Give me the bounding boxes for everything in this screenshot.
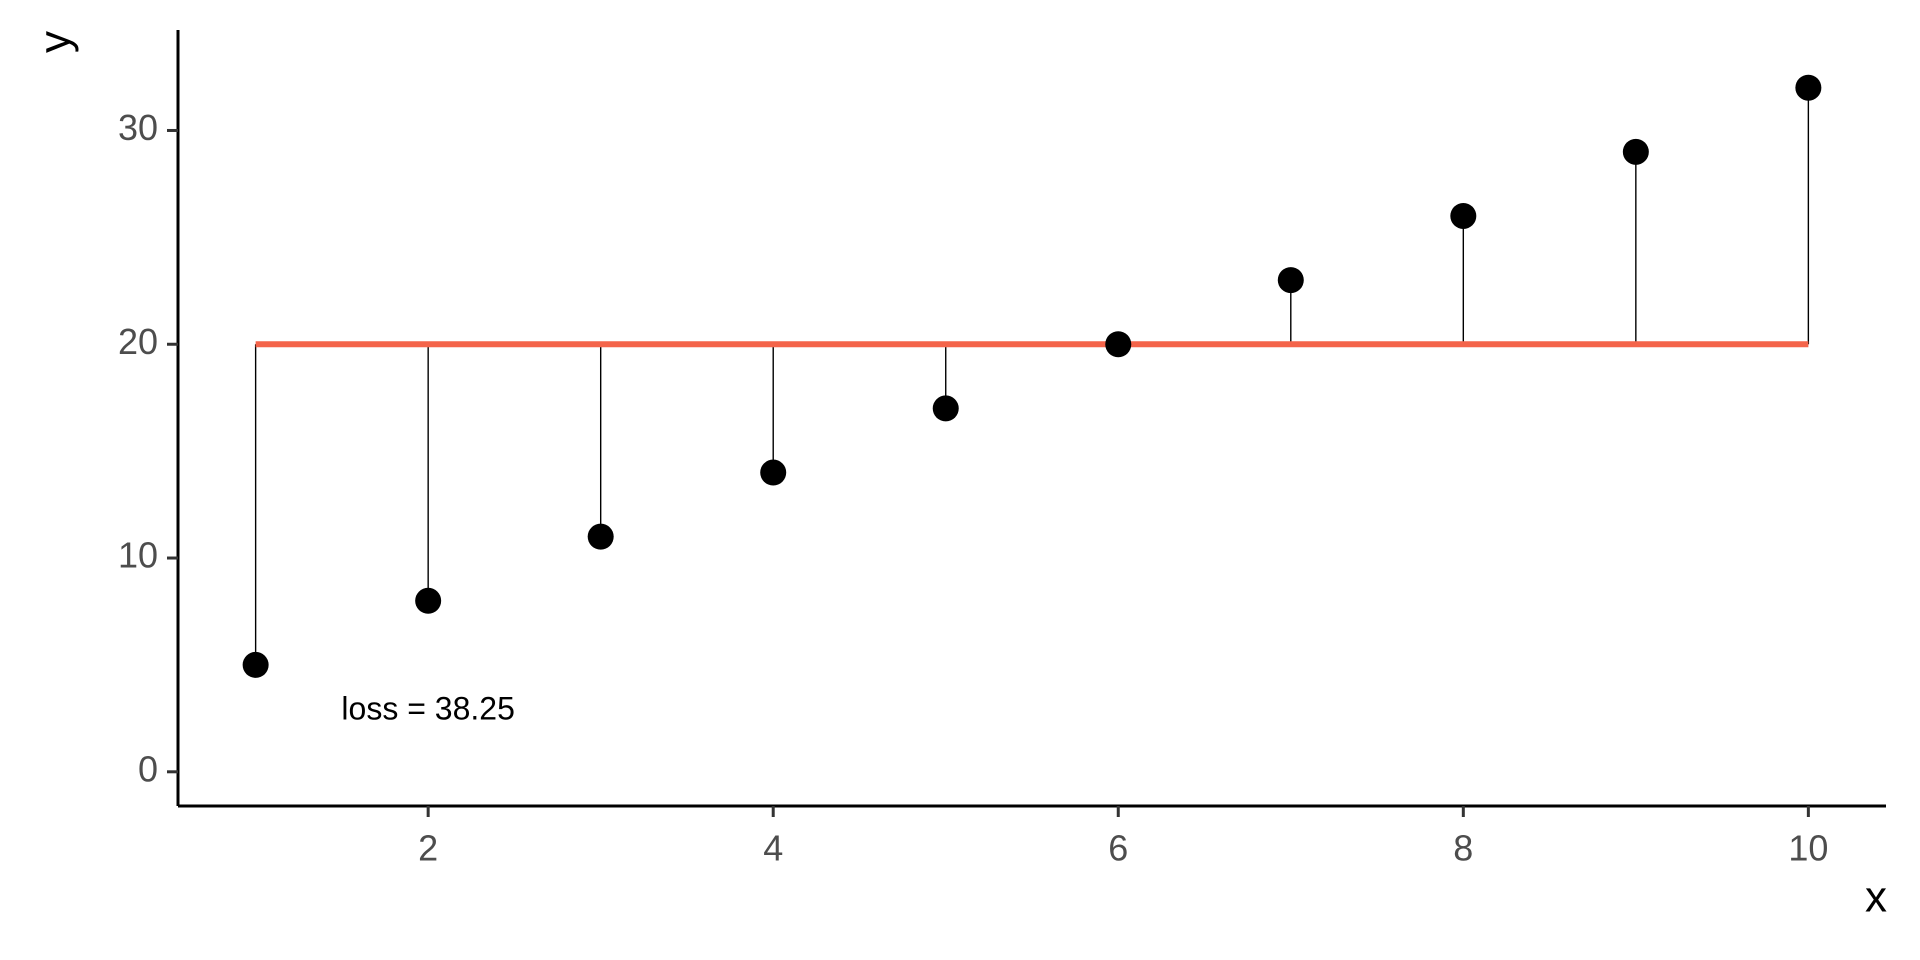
point bbox=[1450, 202, 1477, 229]
x-tick-label: 2 bbox=[418, 828, 438, 869]
x-tick-label: 6 bbox=[1108, 828, 1128, 869]
annotation: loss = 38.25 bbox=[341, 690, 514, 726]
x-tick-label: 10 bbox=[1788, 828, 1828, 869]
point bbox=[242, 651, 269, 678]
point bbox=[1622, 138, 1649, 165]
y-tick-label: 30 bbox=[118, 107, 158, 148]
y-tick-label: 10 bbox=[118, 535, 158, 576]
point bbox=[1795, 74, 1822, 101]
point bbox=[932, 395, 959, 422]
x-tick-label: 8 bbox=[1453, 828, 1473, 869]
y-axis-title: y bbox=[31, 31, 80, 53]
point bbox=[760, 459, 787, 486]
point bbox=[415, 587, 442, 614]
x-axis-title: x bbox=[1865, 873, 1887, 922]
point bbox=[1277, 267, 1304, 294]
x-tick-label: 4 bbox=[763, 828, 783, 869]
y-tick-label: 0 bbox=[138, 748, 158, 789]
point bbox=[1105, 331, 1132, 358]
y-tick-label: 20 bbox=[118, 321, 158, 362]
point bbox=[587, 523, 614, 550]
